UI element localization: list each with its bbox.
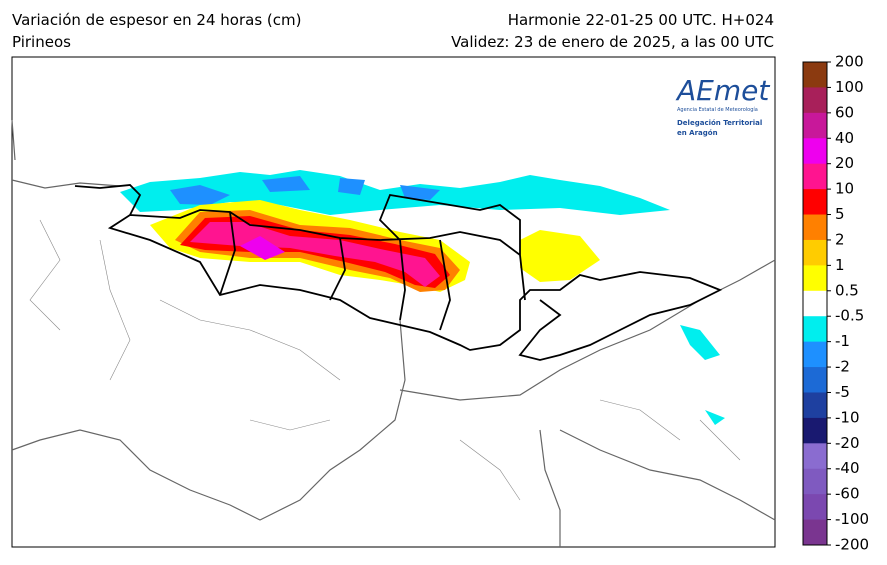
colorbar-label: 20 xyxy=(835,154,854,172)
model-run: Harmonie 22-01-25 00 UTC. H+024 xyxy=(508,11,774,29)
colorbar-band xyxy=(803,112,827,139)
colorbar-label: 5 xyxy=(835,205,845,223)
colorbar-label: 200 xyxy=(835,53,864,71)
logo-office: Delegación Territorial xyxy=(677,119,762,127)
colorbar-label: 0.5 xyxy=(835,281,859,299)
colorbar-band xyxy=(803,189,827,216)
colorbar-frame xyxy=(802,61,828,546)
colorbar-label: -10 xyxy=(835,408,860,426)
logo-name: AEmet xyxy=(675,74,770,107)
colorbar-label: -2 xyxy=(835,358,850,376)
colorbar-label: -100 xyxy=(835,510,869,528)
precip-area xyxy=(240,236,285,260)
colorbar-band xyxy=(803,87,827,114)
colorbar-band xyxy=(803,417,827,444)
colorbar-label: -20 xyxy=(835,434,860,452)
colorbar-label: 60 xyxy=(835,103,854,121)
logo: AEmet Agencia Estatal de Meteorología De… xyxy=(675,74,770,137)
colorbar-band xyxy=(803,290,827,317)
colorbar-band xyxy=(803,341,827,368)
colorbar-label: 10 xyxy=(835,180,854,198)
colorbar-band xyxy=(803,519,827,546)
precip-area xyxy=(170,176,440,205)
colorbar-label: -60 xyxy=(835,485,860,503)
colorbar-label: -0.5 xyxy=(835,307,864,325)
colorbar-label: -40 xyxy=(835,459,860,477)
validity: Validez: 23 de enero de 2025, a las 00 U… xyxy=(451,33,774,51)
colorbar-band xyxy=(803,367,827,393)
colorbar-band xyxy=(803,468,827,495)
precip-area xyxy=(120,170,670,215)
colorbar-band xyxy=(803,214,827,241)
colorbar-band xyxy=(803,392,827,419)
colorbar-band xyxy=(803,316,827,343)
colorbar-label: -1 xyxy=(835,332,850,350)
colorbar-label: 40 xyxy=(835,129,854,147)
logo-region: en Aragón xyxy=(677,129,718,137)
colorbar-label: 1 xyxy=(835,256,845,274)
precip-area xyxy=(680,325,725,425)
colorbar-band xyxy=(803,163,827,190)
colorbar-band xyxy=(803,265,827,292)
colorbar-label: -5 xyxy=(835,383,850,401)
colorbar-label: 100 xyxy=(835,78,864,96)
subtitle: Pirineos xyxy=(12,33,71,51)
colorbar-label: 2 xyxy=(835,230,845,248)
logo-agency: Agencia Estatal de Meteorología xyxy=(677,106,758,113)
colorbar-band xyxy=(803,494,827,521)
title: Variación de espesor en 24 horas (cm) xyxy=(12,11,301,29)
colorbar-band xyxy=(803,443,827,470)
colorbar-label: -200 xyxy=(835,536,869,554)
colorbar-band xyxy=(803,239,827,266)
colorbar-band xyxy=(803,138,827,165)
colorbar: 200 100 60 40 20 10 5 2 1 0.5 -0.5 -1 -2 -5 -10 -20 -40 -… xyxy=(802,53,869,554)
colorbar-band xyxy=(803,62,827,88)
map xyxy=(11,56,776,548)
precip-area xyxy=(190,222,440,287)
